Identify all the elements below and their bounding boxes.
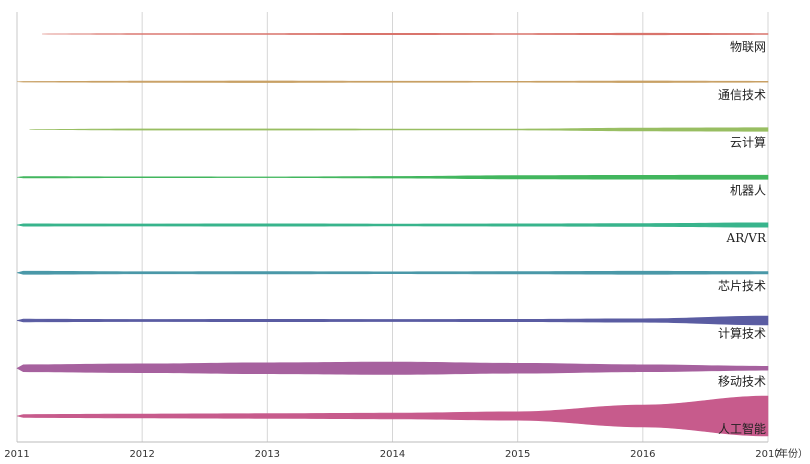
stream-7 [16,315,769,326]
x-tick-label-2016: 2016 [630,449,655,460]
series-label-4: 机器人 [730,183,766,197]
stream-4 [16,174,769,180]
series-label-2: 通信技术 [718,88,766,102]
series-label-5: AR/VR [726,231,767,245]
stream-1 [42,32,769,36]
x-tick-label-2015: 2015 [505,449,530,460]
stream-3 [29,127,769,132]
stream-2 [16,80,769,83]
x-tick-label-2011: 2011 [4,449,29,460]
x-axis-label: （年份） [768,447,808,460]
series-label-7: 计算技术 [718,326,766,341]
stream-9 [16,395,769,437]
x-tick-label-2017: 2017 [755,449,780,460]
stream-5 [16,222,769,228]
series-label-1: 物联网 [730,40,766,54]
x-tick-label-2013: 2013 [255,449,280,460]
x-tick-label-2014: 2014 [380,449,405,460]
series-label-9: 人工智能 [718,421,766,436]
series-label-8: 移动技术 [718,374,766,388]
series-label-6: 芯片技术 [718,279,766,293]
stream-8 [16,361,769,375]
stream-6 [16,270,769,275]
series-label-3: 云计算 [730,135,766,150]
x-tick-label-2012: 2012 [129,449,154,460]
